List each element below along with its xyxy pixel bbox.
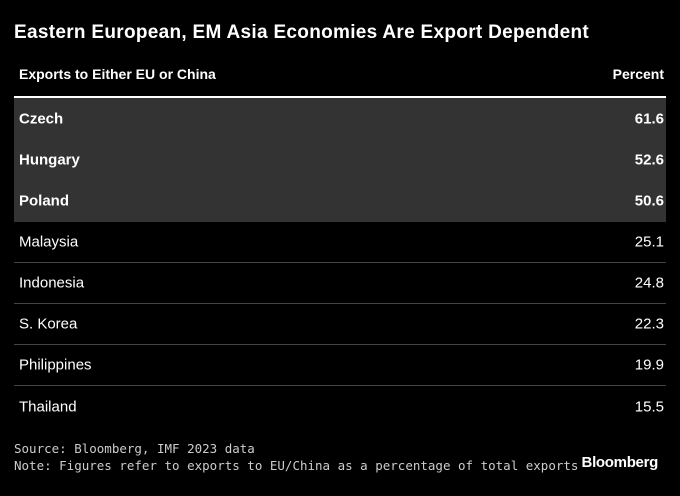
country: Thailand	[19, 398, 77, 416]
table-row: Philippines 19.9	[14, 345, 666, 387]
column-header: Percent	[612, 66, 664, 82]
table-row: S. Korea 22.3	[14, 304, 666, 346]
percent: 15.5	[634, 398, 664, 416]
percent: 25.1	[634, 233, 664, 251]
table-row: Czech 61.6	[14, 98, 666, 140]
country: Philippines	[19, 356, 92, 374]
percent: 19.9	[634, 356, 664, 374]
table-row: Hungary 52.6	[14, 139, 666, 181]
note: Note: Figures refer to exports to EU/Chi…	[14, 458, 579, 473]
title: Eastern European, EM Asia Economies Are …	[14, 22, 589, 43]
table-row: Thailand 15.5	[14, 386, 666, 427]
percent: 22.3	[634, 315, 664, 333]
country: Hungary	[19, 151, 80, 169]
percent: 24.8	[634, 274, 664, 292]
column-header: Exports to Either EU or China	[19, 66, 216, 82]
country: Indonesia	[19, 274, 85, 292]
percent: 61.6	[634, 110, 664, 128]
source: Source: Bloomberg, IMF 2023 data	[14, 441, 255, 456]
percent: 50.6	[634, 192, 664, 210]
table-row: Malaysia 25.1	[14, 222, 666, 263]
country: S. Korea	[19, 315, 78, 333]
table-row: Poland 50.6	[14, 180, 666, 222]
country: Malaysia	[19, 233, 79, 251]
table-body: Czech 61.6 Hungary 52.6 Poland 50.6 Malaysia 25…	[14, 98, 666, 428]
country: Czech	[19, 110, 64, 128]
table-row: Indonesia 24.8	[14, 263, 666, 304]
country: Poland	[19, 192, 70, 210]
percent: 52.6	[634, 151, 664, 169]
brand: Bloomberg	[581, 454, 659, 471]
table-header: Exports to Either EU or China Percent	[14, 62, 666, 98]
